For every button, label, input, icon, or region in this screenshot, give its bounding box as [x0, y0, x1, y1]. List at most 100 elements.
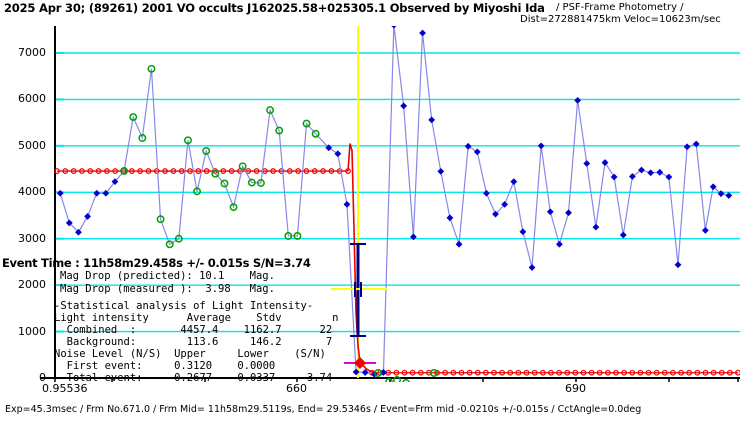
data-point-comparison: [238, 162, 247, 171]
data-point-target: [683, 143, 691, 151]
reference-level-marker: [702, 369, 709, 376]
reference-level-marker: [178, 168, 185, 174]
data-point-target: [592, 223, 600, 231]
reference-level-marker: [153, 168, 160, 174]
page-title: 2025 Apr 30; (89261) 2001 VO occults J16…: [4, 1, 545, 15]
data-point-target: [717, 190, 725, 198]
reference-level-marker: [220, 168, 227, 174]
reference-level-marker: [70, 168, 77, 174]
data-point-comparison: [256, 179, 265, 187]
mag-drop-measured: Mag Drop (measured ): 3.98 Mag.: [60, 283, 275, 295]
noise-level-header: Noise Level (N/S) Upper Lower (S/N): [54, 348, 326, 360]
mag-drop-predicted: Mag Drop (predicted): 10.1 Mag.: [60, 270, 275, 282]
plot-canvas: [40, 26, 740, 382]
data-point-target: [665, 173, 673, 181]
data-point-comparison: [229, 203, 238, 212]
data-point-comparison: [147, 64, 156, 73]
reference-level-marker: [87, 168, 94, 174]
reference-level-marker: [137, 168, 144, 174]
fit-error-bars: [331, 243, 387, 369]
reference-level-marker: [645, 369, 652, 376]
reference-level-marker: [79, 168, 85, 174]
reference-level-marker: [401, 369, 408, 376]
data-point-comparison: [430, 369, 438, 377]
reference-level-marker: [442, 369, 449, 376]
y-axis-label: 4000: [18, 185, 46, 199]
x-axis-label: 690: [565, 382, 586, 395]
data-point-target: [361, 369, 369, 376]
data-point-target: [391, 26, 397, 29]
data-point-markers: [56, 26, 733, 382]
data-point-target: [65, 219, 73, 227]
photometry-method-label: / PSF-Frame Photometry /: [556, 2, 684, 13]
data-point-target: [446, 214, 454, 222]
reference-level-marker: [613, 369, 619, 376]
reference-level-marker: [128, 168, 135, 174]
reference-level-marker: [523, 369, 530, 376]
reference-level-marker: [499, 369, 506, 376]
light-curve-line: [59, 26, 729, 375]
statistics-combined-row: Combined : 4457.4 1162.7 22: [54, 324, 333, 336]
header: 2025 Apr 30; (89261) 2001 VO occults J16…: [0, 0, 740, 26]
frame-info-footer: Exp=45.3msec / Frm No.671.0 / Frm Mid= 1…: [5, 404, 642, 415]
reference-level-marker: [596, 369, 603, 376]
data-point-target: [352, 368, 360, 376]
data-point-target: [725, 192, 733, 199]
reference-level-marker: [195, 168, 202, 174]
y-axis-label: 6000: [18, 92, 46, 106]
x-axis-label: 660: [286, 382, 307, 395]
data-point-target: [619, 231, 627, 239]
reference-level-marker: [588, 369, 595, 376]
reference-level-marker: [103, 168, 110, 174]
data-point-target: [656, 168, 664, 176]
reference-level-marker: [604, 369, 611, 376]
noise-first-event-row: First event: 0.3120 0.0000: [54, 360, 276, 372]
y-axis-label: 2000: [18, 278, 46, 292]
reference-level-marker: [228, 168, 235, 174]
data-point-target: [555, 240, 563, 248]
data-point-comparison: [302, 119, 311, 128]
data-point-comparison: [156, 215, 165, 224]
gridlines: [55, 52, 740, 333]
data-point-target: [610, 173, 618, 181]
data-point-target: [455, 240, 463, 248]
x-axis-origin-label: 0.95536: [42, 382, 88, 395]
reference-level-marker: [653, 369, 660, 376]
reference-level-marker: [286, 168, 293, 174]
data-point-target: [464, 142, 472, 150]
reference-level-marker: [629, 369, 636, 376]
reference-level-marker: [491, 369, 497, 376]
occultation-fit-curve: [347, 143, 375, 374]
reference-level-marker: [637, 369, 644, 376]
data-point-target: [528, 264, 536, 271]
reference-level-marker: [162, 168, 168, 174]
reference-level-marker: [393, 369, 400, 376]
reference-level-marker: [320, 168, 326, 174]
data-point-target: [102, 189, 110, 197]
reference-level-marker: [539, 369, 546, 376]
reference-level-marker: [187, 168, 193, 174]
light-curve-plot[interactable]: 7000 6000 5000 4000 3000 2000 1000 0 0.95536 660…: [0, 26, 740, 395]
reference-level-marker: [531, 369, 538, 376]
data-point-target: [410, 233, 417, 241]
data-point-comparison: [183, 136, 192, 145]
data-point-comparison: [174, 234, 183, 243]
reference-level-marker: [474, 369, 481, 376]
data-point-comparison: [284, 231, 293, 240]
data-point-target: [501, 200, 509, 208]
data-point-target: [419, 29, 426, 37]
reference-level-marker: [303, 168, 310, 174]
data-point-target: [334, 150, 342, 158]
reference-level-marker: [62, 168, 69, 174]
data-point-comparison: [129, 113, 138, 122]
distance-velocity-label: Dist=272881475km Veloc=10623m/sec: [520, 14, 721, 25]
reference-level-marker: [311, 168, 318, 174]
reference-level-marker: [450, 369, 457, 376]
data-point-target: [692, 140, 700, 148]
reference-level-marker: [203, 168, 210, 174]
reference-level-marker: [54, 168, 60, 174]
data-point-comparison: [266, 106, 275, 115]
data-point-comparison: [211, 169, 220, 178]
reference-level-marker: [718, 369, 725, 376]
reference-level-marker: [270, 168, 277, 174]
